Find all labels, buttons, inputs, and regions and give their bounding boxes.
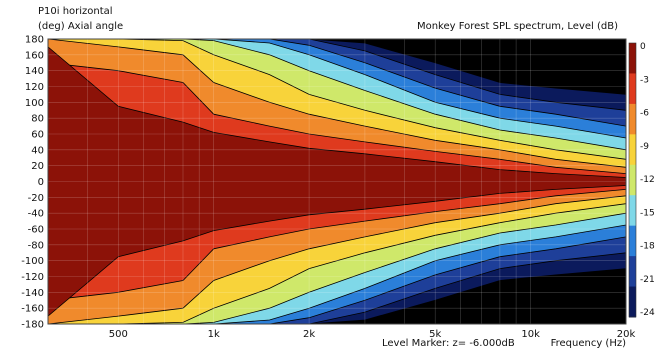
- colorbar-swatch: [629, 73, 636, 105]
- contour-band-0: [48, 46, 626, 317]
- y-tick-label: 120: [25, 82, 44, 93]
- y-tick-label: 100: [25, 98, 44, 109]
- colorbar-swatch: [629, 225, 636, 257]
- y-tick-label: 40: [31, 145, 44, 156]
- colorbar-swatch: [629, 164, 636, 196]
- y-tick-label: -60: [28, 225, 44, 236]
- colorbar-tick-label: -15: [640, 208, 655, 218]
- colorbar-tick-label: -21: [640, 275, 655, 285]
- x-tick-label: 500: [109, 329, 128, 340]
- colorbar-tick-label: -18: [640, 242, 655, 252]
- y-tick-label: 60: [31, 130, 44, 141]
- y-tick-label: 180: [25, 35, 44, 46]
- x-tick-label: 20k: [617, 329, 636, 340]
- grid-lines: [47, 38, 627, 325]
- colorbar-swatch: [629, 286, 636, 318]
- plot-area: [48, 39, 626, 324]
- y-tick-label: 140: [25, 66, 44, 77]
- plot-frame: [47, 38, 627, 325]
- x-tick-label: 1k: [208, 329, 220, 340]
- level-marker-label: Level Marker: z= -6.000dB: [382, 338, 515, 349]
- colorbar-tick-label: -12: [640, 175, 655, 185]
- y-tick-label: -160: [21, 304, 44, 315]
- colorbar-swatch: [629, 103, 636, 135]
- chart-title: P10i horizontal: [38, 6, 113, 17]
- colorbar-frame: [628, 42, 637, 318]
- colorbar-swatch: [629, 43, 636, 74]
- y-tick-label: -120: [21, 272, 44, 283]
- y-tick-label: -100: [21, 256, 44, 267]
- y-tick-label: -80: [28, 240, 44, 251]
- colorbar: 0 -3 -6 -9 -12 -15 -18 -21 -24: [628, 42, 655, 318]
- y-tick-label: 20: [31, 161, 44, 172]
- colorbar-tick-label: -6: [640, 109, 649, 119]
- y-tick-label: 0: [38, 177, 44, 188]
- colorbar-tick-label: -9: [640, 142, 649, 152]
- x-axis-label: Frequency (Hz): [551, 338, 627, 349]
- y-tick-label: -180: [21, 320, 44, 331]
- y-tick-label: 80: [31, 114, 44, 125]
- colorbar-tick-label: 0: [640, 42, 646, 52]
- colorbar-swatch: [629, 134, 636, 166]
- y-tick-label: -20: [28, 193, 44, 204]
- y-axis-ticks: 180 160 140 120 100 80 60 40 20 0 -20 -40 -60 -80 -100…: [21, 35, 44, 331]
- colorbar-tick-label: -3: [640, 75, 649, 85]
- x-tick-label: 10k: [521, 329, 540, 340]
- y-tick-label: -140: [21, 288, 44, 299]
- colorbar-swatch: [629, 195, 636, 227]
- y-tick-label: 160: [25, 50, 44, 61]
- y-tick-label: -40: [28, 209, 44, 220]
- colorbar-swatch: [629, 256, 636, 288]
- colorbar-tick-label: -24: [640, 308, 655, 318]
- y-axis-label: (deg) Axial angle: [38, 21, 123, 32]
- x-axis-ticks: 500 1k 2k 5k 10k 20k: [109, 329, 636, 340]
- x-tick-label: 5k: [429, 329, 441, 340]
- x-tick-label: 2k: [303, 329, 315, 340]
- chart-subtitle: Monkey Forest SPL spectrum, Level (dB): [417, 21, 618, 32]
